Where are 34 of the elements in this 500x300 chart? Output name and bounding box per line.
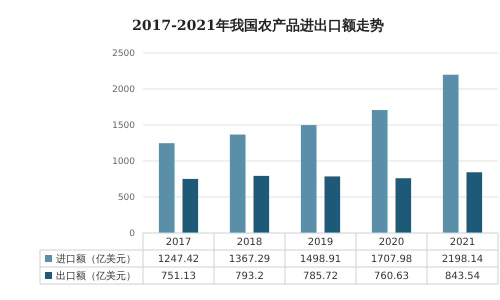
data-label: 2198.14 [442,254,484,265]
x-tick-label: 2020 [378,237,404,248]
bar [396,178,412,233]
data-label: 785.72 [303,271,338,282]
bar [158,143,174,233]
bar [442,74,458,233]
bar [254,176,270,233]
chart-title: 2017-2021年我国农产品进出口额走势 [132,17,384,34]
data-label: 751.13 [161,271,196,282]
data-label: 843.54 [445,271,480,282]
x-tick-label: 2017 [166,237,192,248]
bar [324,176,340,233]
data-label: 793.2 [235,271,264,282]
x-tick-label: 2019 [308,237,334,248]
bar [230,134,246,233]
y-tick-label: 2500 [112,49,136,60]
x-tick-label: 2021 [450,237,476,248]
data-label: 760.63 [374,271,409,282]
data-label: 1367.29 [228,254,270,265]
data-label: 1247.42 [158,254,200,265]
bar [182,178,198,233]
data-label: 1707.98 [370,254,412,265]
bar [300,125,316,233]
y-tick-label: 1500 [112,121,136,132]
y-tick-label: 2000 [112,85,136,96]
bar [372,110,388,233]
y-tick-label: 1000 [112,157,136,168]
legend-label: 出口额（亿美元） [56,270,136,282]
data-label: 1498.91 [300,254,342,265]
y-tick-label: 0 [129,229,136,240]
bar [466,172,482,233]
x-tick-label: 2018 [236,237,262,248]
y-tick-label: 500 [118,193,136,204]
legend-label: 进口额（亿美元） [56,253,136,265]
